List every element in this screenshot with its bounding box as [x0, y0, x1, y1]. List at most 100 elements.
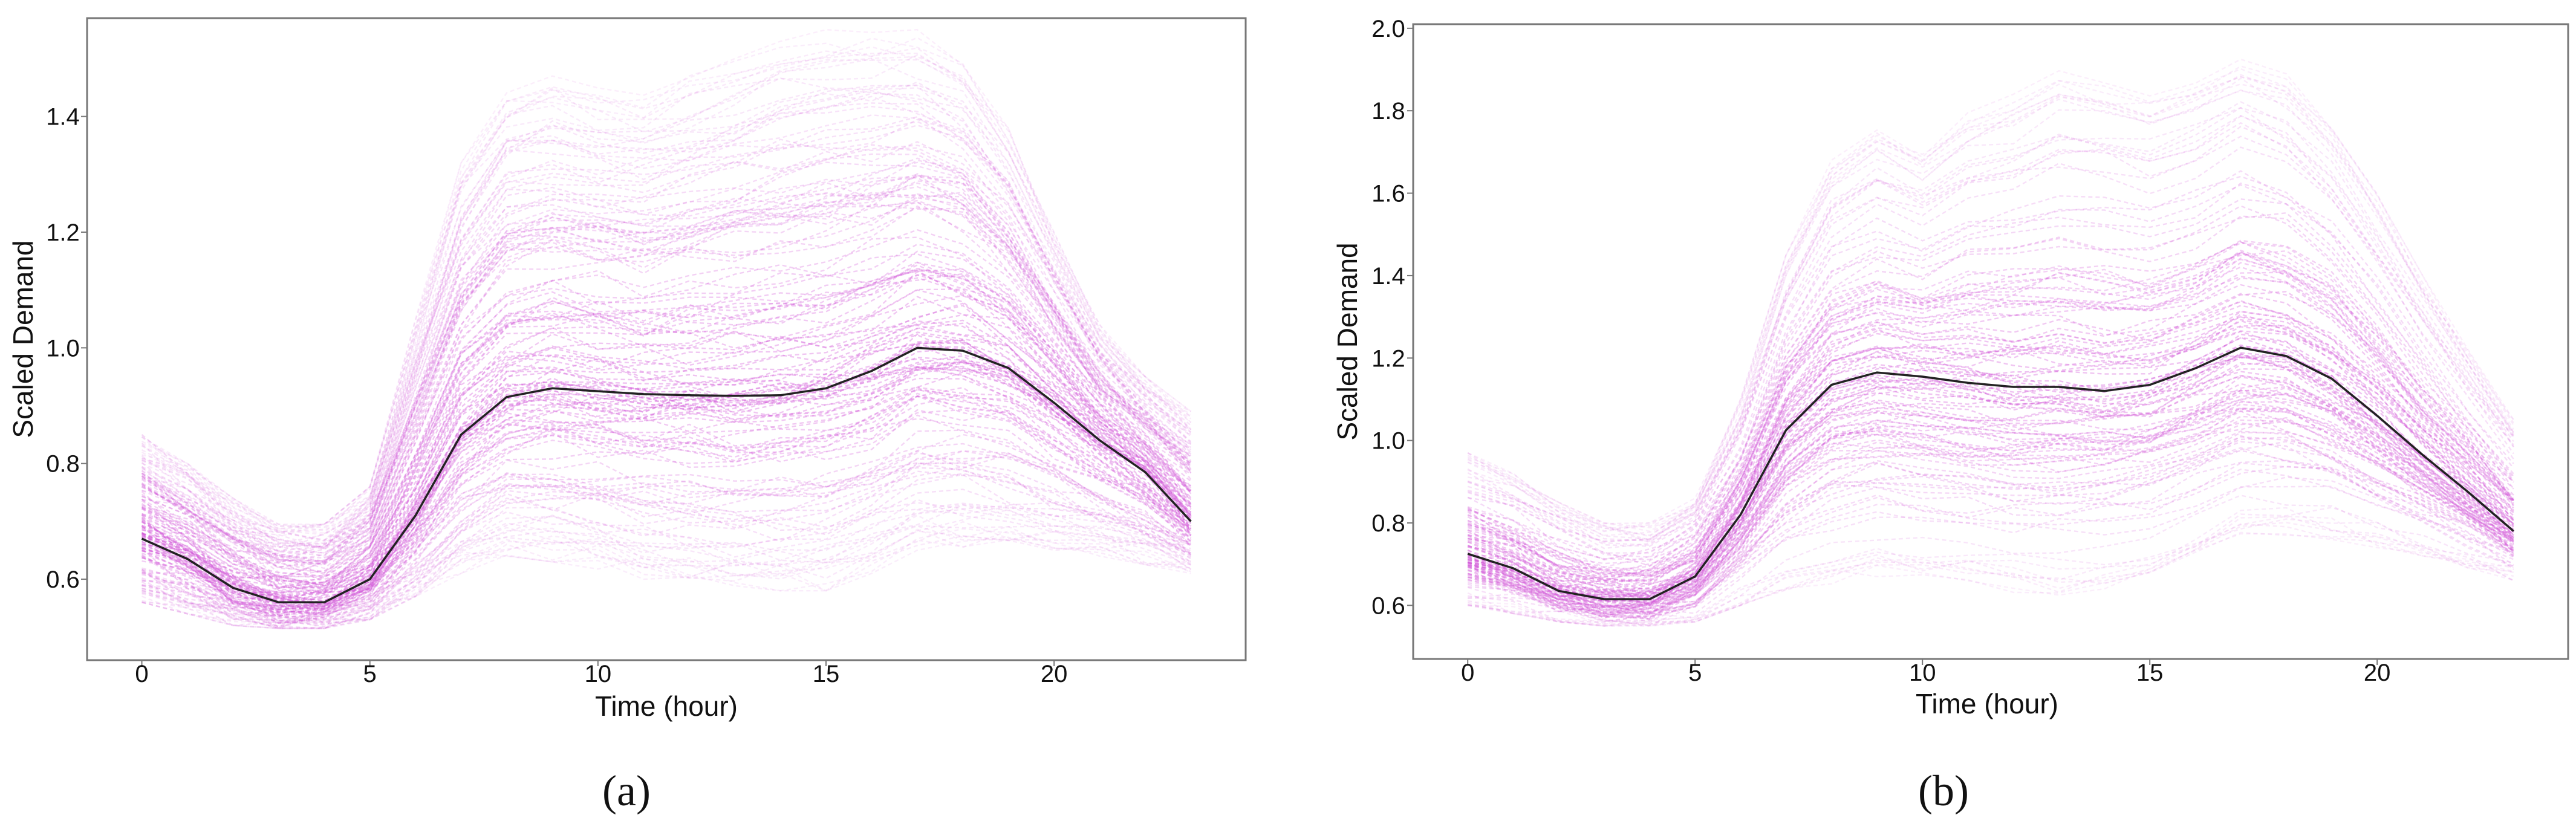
profile-line: [141, 47, 1192, 530]
profile-line: [141, 192, 1192, 580]
y-tick-label: 2.0: [1371, 16, 1405, 42]
y-axis-label-b: Scaled Demand: [1332, 242, 1363, 440]
profile-line: [141, 153, 1192, 569]
profile-line: [141, 324, 1192, 595]
profile-line: [141, 339, 1192, 599]
profile-line: [141, 174, 1192, 562]
profile-line: [1467, 58, 2514, 532]
profile-line: [1467, 386, 2514, 613]
profile-line: [1468, 507, 2514, 623]
y-tick-label: 0.6: [1371, 592, 1405, 619]
profile-line: [1467, 262, 2514, 572]
profile-line: [141, 96, 1192, 558]
profile-line: [141, 144, 1192, 552]
profile-line: [141, 527, 1191, 629]
profile-line: [141, 177, 1192, 554]
profile-line: [1467, 441, 2514, 620]
profile-line: [141, 389, 1192, 607]
x-tick-label: 0: [1461, 660, 1474, 686]
profile-lines-b: [1467, 58, 2514, 627]
profile-line: [141, 462, 1192, 611]
profile-line: [1467, 182, 2514, 561]
profile-line: [1467, 212, 2514, 560]
profile-line: [141, 366, 1192, 600]
profile-line: [141, 395, 1192, 613]
profile-line: [141, 274, 1192, 592]
profile-line: [1468, 371, 2514, 599]
profile-lines-a: [141, 28, 1192, 629]
profile-line: [141, 118, 1192, 550]
profile-line: [1467, 356, 2514, 597]
profile-line: [141, 358, 1192, 612]
profile-line: [1467, 320, 2514, 600]
profile-line: [1468, 333, 2514, 599]
profile-line: [1467, 89, 2514, 543]
profile-line: [141, 395, 1192, 622]
profile-line: [1467, 146, 2514, 542]
profile-line: [1468, 330, 2514, 599]
profile-line: [141, 262, 1192, 587]
profile-line: [1467, 300, 2514, 590]
profile-line: [1467, 257, 2514, 583]
profile-line: [1467, 485, 2514, 622]
profile-line: [141, 521, 1191, 626]
profile-line: [141, 433, 1191, 616]
profile-line: [1467, 251, 2514, 581]
profile-line: [141, 450, 1191, 628]
profile-line: [1468, 531, 2514, 627]
profile-line: [1467, 331, 2514, 606]
mean-line: [141, 346, 1192, 604]
profile-line: [1468, 392, 2514, 609]
y-axis-label-a: Scaled Demand: [7, 240, 39, 438]
profile-line: [141, 120, 1192, 557]
profile-line: [141, 357, 1192, 602]
panel-label-b: (b): [1918, 767, 1969, 815]
profile-line: [1467, 407, 2514, 612]
profile-line: [141, 514, 1191, 629]
profile-line: [1467, 106, 2514, 547]
profile-line: [141, 37, 1192, 530]
profile-line: [141, 371, 1192, 616]
y-tick-label: 0.6: [46, 566, 80, 593]
profile-line: [141, 268, 1192, 591]
profile-line: [141, 488, 1192, 624]
profile-line: [141, 143, 1192, 554]
profile-line: [141, 92, 1192, 544]
profile-line: [141, 85, 1192, 542]
x-tick-label: 15: [813, 661, 840, 687]
profile-line: [1467, 421, 2514, 619]
profile-line: [141, 528, 1191, 624]
profile-line: [141, 386, 1192, 610]
profile-line: [141, 314, 1192, 611]
profile-line: [141, 502, 1192, 629]
profile-line: [1467, 83, 2514, 536]
profile-line: [141, 269, 1192, 583]
profile-line: [1467, 250, 2514, 576]
profile-line: [141, 193, 1192, 577]
profile-line: [1467, 76, 2514, 537]
profile-line: [141, 273, 1192, 594]
x-tick-label: 20: [2364, 660, 2391, 686]
profile-line: [141, 250, 1192, 579]
profile-line: [141, 229, 1192, 580]
profile-line: [1467, 392, 2514, 608]
profile-line: [141, 319, 1192, 595]
profile-line: [1467, 284, 2514, 582]
mean-lines-b: [1467, 346, 2514, 600]
profile-line: [1467, 242, 2514, 571]
profile-line: [1468, 407, 2514, 612]
profile-line: [1467, 89, 2514, 533]
profile-line: [1467, 319, 2514, 598]
profile-line: [141, 389, 1192, 624]
profile-line: [1467, 239, 2514, 582]
profile-line: [1468, 354, 2514, 602]
profile-line: [1467, 316, 2514, 597]
profile-line: [141, 360, 1192, 608]
profile-line: [141, 508, 1191, 621]
profile-line: [141, 243, 1192, 589]
profile-line: [1467, 362, 2514, 609]
profile-line: [141, 270, 1192, 592]
profile-line: [1468, 400, 2514, 614]
profile-line: [1467, 466, 2514, 626]
